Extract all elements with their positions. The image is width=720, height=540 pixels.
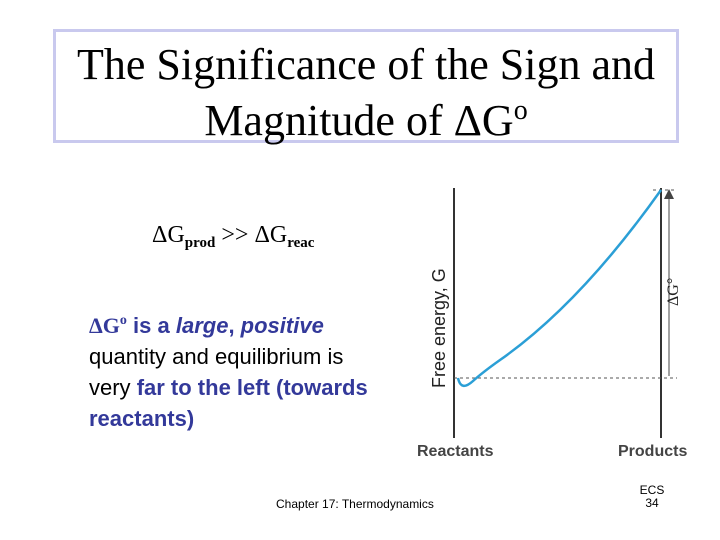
relation-subscript-reac: reac <box>287 235 315 251</box>
para-comma: , <box>228 313 241 338</box>
x-label-reactants: Reactants <box>417 443 494 460</box>
title-prefix: Magnitude of <box>204 96 454 145</box>
title-box: The Significance of the Sign and Magnitu… <box>53 29 679 144</box>
relation-operator: >> <box>215 222 255 248</box>
para-g: G <box>102 313 120 338</box>
para-line-3: very far to the left (towards <box>89 372 419 403</box>
para-very: very <box>89 375 137 400</box>
title-g: G <box>481 96 514 145</box>
para-far-left: far to the left (towards <box>136 375 368 400</box>
para-large: large <box>175 313 229 338</box>
relation-delta-1: Δ <box>152 222 168 248</box>
footer-ecs: ECS <box>639 483 665 497</box>
relation-g-1: G <box>167 222 185 248</box>
footer-page-info: ECS 34 <box>630 484 674 510</box>
title-superscript: o <box>513 95 528 126</box>
para-line-4: reactants) <box>89 406 195 431</box>
para-delta: Δ <box>89 313 103 338</box>
para-superscript: o <box>119 313 127 328</box>
free-energy-graph: Free energy, G ΔG° Reactants Products <box>417 188 687 460</box>
delta-g-label: ΔG° <box>665 278 682 306</box>
explanation-paragraph: ΔGo is a large, positive quantity and eq… <box>89 305 419 435</box>
title-line-2: Magnitude of ΔGo <box>56 88 676 144</box>
delta-g-relation: ΔGprod >> ΔGreac <box>152 222 314 252</box>
para-positive: positive <box>240 313 324 338</box>
relation-delta-2: Δ <box>254 222 270 248</box>
title-line-1: The Significance of the Sign and <box>77 40 655 89</box>
footer-chapter: Chapter 17: Thermodynamics <box>276 497 434 511</box>
para-is-a: is a <box>126 313 176 338</box>
x-label-products: Products <box>618 443 687 460</box>
para-line-1: ΔGo is a large, positive <box>89 305 419 341</box>
relation-subscript-prod: prod <box>184 235 216 251</box>
footer-page-number: 34 <box>645 496 659 510</box>
free-energy-curve <box>456 189 663 387</box>
relation-g-2: G <box>269 222 288 248</box>
title-delta: Δ <box>453 96 482 145</box>
y-axis-label: Free energy, G <box>429 268 449 388</box>
para-line-2: quantity and equilibrium is <box>89 344 344 369</box>
